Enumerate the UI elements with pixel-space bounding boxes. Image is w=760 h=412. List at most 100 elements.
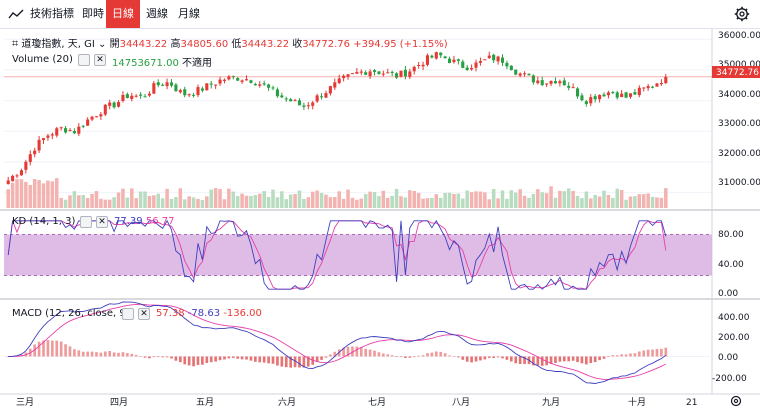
kd-tick: 40.00 bbox=[718, 260, 744, 270]
volume-bar bbox=[363, 194, 368, 208]
candle-body bbox=[125, 94, 129, 99]
gear-icon[interactable] bbox=[734, 6, 750, 22]
macd-histogram-bar bbox=[355, 346, 359, 357]
symbol-title[interactable]: 道瓊指數, 天, GI bbox=[21, 39, 95, 50]
macd-histogram-bar bbox=[483, 356, 487, 360]
candle-body bbox=[523, 73, 527, 75]
volume-bar bbox=[310, 191, 315, 208]
volume-bar bbox=[350, 197, 355, 208]
volume-bar bbox=[191, 197, 196, 208]
volume-bar bbox=[324, 194, 328, 208]
macd-histogram-bar bbox=[430, 352, 434, 357]
candle-body bbox=[253, 83, 257, 86]
tab-weekly[interactable]: 週線 bbox=[146, 7, 168, 20]
macd-histogram-bar bbox=[33, 344, 37, 357]
volume-bar bbox=[465, 190, 469, 208]
candle-body bbox=[553, 81, 558, 84]
chart-canvas[interactable]: 36000.00 35000.00 34000.00 33000.00 3200… bbox=[0, 28, 760, 412]
visibility-toggle[interactable] bbox=[80, 216, 92, 228]
volume-bar bbox=[461, 198, 465, 208]
volume-bar bbox=[641, 194, 646, 208]
candle-body bbox=[209, 83, 213, 85]
macd-histogram-bar bbox=[417, 355, 420, 357]
volume-bar bbox=[531, 193, 536, 208]
candle-body bbox=[337, 78, 341, 84]
macd-line bbox=[8, 301, 667, 384]
candle-body bbox=[505, 62, 509, 67]
volume-bar bbox=[399, 196, 403, 208]
volume-bar bbox=[130, 188, 134, 208]
candle-body bbox=[403, 69, 407, 77]
candle-body bbox=[540, 80, 544, 86]
volume-bar bbox=[633, 196, 637, 208]
remove-indicator-button[interactable]: ✕ bbox=[96, 216, 108, 228]
macd-axis[interactable]: 400.00 200.00 0.00 -200.00 bbox=[712, 313, 750, 384]
kd-values: 77.39 56.77 bbox=[114, 216, 174, 227]
macd-histogram-bar bbox=[655, 349, 659, 357]
macd-label[interactable]: MACD (12, 26, close, 9) bbox=[12, 308, 130, 319]
visibility-toggle[interactable] bbox=[78, 54, 90, 66]
macd-histogram-bar bbox=[64, 344, 67, 357]
time-axis[interactable]: 三月 四月 五月 六月 七月 八月 九月 十月 21 bbox=[16, 396, 697, 408]
macd-histogram-bar bbox=[95, 352, 98, 357]
volume-bar bbox=[589, 198, 593, 208]
candle-body bbox=[68, 130, 72, 132]
gear-icon[interactable] bbox=[730, 395, 742, 407]
volume-value: 14753671.00 bbox=[112, 58, 179, 69]
chevron-down-icon[interactable]: ⌄ bbox=[98, 39, 107, 50]
macd-histogram-bar bbox=[598, 356, 601, 361]
macd-histogram-bar bbox=[134, 354, 138, 357]
volume-bar bbox=[403, 197, 408, 208]
kd-axis[interactable]: 80.00 40.00 0.00 bbox=[718, 230, 744, 299]
tab-monthly[interactable]: 月線 bbox=[178, 7, 200, 20]
collapse-icon[interactable]: ⌗ bbox=[12, 37, 19, 50]
remove-indicator-button[interactable]: ✕ bbox=[94, 54, 106, 66]
candle-body bbox=[306, 105, 310, 107]
macd-histogram-bar bbox=[192, 356, 195, 367]
k-value: 77.39 bbox=[114, 216, 143, 227]
candle-body bbox=[311, 102, 315, 106]
macd-histogram-bar bbox=[108, 351, 112, 357]
macd-histogram-bar bbox=[205, 356, 209, 363]
candle-body bbox=[165, 82, 169, 87]
macd-legend: MACD (12, 26, close, 9) bbox=[12, 308, 130, 319]
volume-label[interactable]: Volume (20) bbox=[12, 54, 73, 65]
volume-bar bbox=[544, 193, 549, 208]
indicators-icon[interactable] bbox=[8, 8, 24, 20]
candle-body bbox=[6, 180, 10, 185]
macd-histogram-bar bbox=[492, 356, 495, 359]
tab-daily[interactable]: 日線 bbox=[106, 0, 140, 28]
d-line bbox=[7, 220, 667, 290]
volume-bar bbox=[408, 190, 412, 208]
macd-tick: 200.00 bbox=[718, 333, 750, 343]
candle-body bbox=[456, 59, 460, 61]
volume-bar bbox=[385, 197, 390, 208]
macd-histogram-bar bbox=[558, 356, 562, 362]
price-axis[interactable]: 36000.00 35000.00 34000.00 33000.00 3200… bbox=[718, 31, 760, 188]
macd-histogram-bar bbox=[324, 356, 328, 358]
macd-histogram-bar bbox=[165, 356, 169, 358]
candle-body bbox=[474, 62, 478, 68]
macd-histogram-bar bbox=[37, 341, 41, 357]
indicators-button[interactable]: 技術指標 bbox=[30, 7, 74, 20]
candle-body bbox=[399, 70, 403, 77]
remove-indicator-button[interactable]: ✕ bbox=[138, 308, 150, 320]
macd-histogram-bar bbox=[545, 356, 548, 366]
macd-histogram-bar bbox=[474, 356, 478, 362]
macd-histogram-bar bbox=[395, 356, 398, 358]
tab-realtime[interactable]: 即時 bbox=[82, 7, 104, 20]
volume-bar bbox=[438, 197, 443, 208]
visibility-toggle[interactable] bbox=[122, 308, 134, 320]
macd-histogram-bar bbox=[196, 356, 200, 365]
volume-bar bbox=[566, 188, 571, 208]
kd-label[interactable]: KD (14, 1, 3) bbox=[12, 216, 76, 227]
candle-body bbox=[500, 57, 505, 63]
macd-histogram-bar bbox=[90, 351, 94, 357]
macd-tick: 0.00 bbox=[718, 353, 738, 363]
candle-body bbox=[169, 82, 174, 86]
candle-body bbox=[487, 55, 491, 58]
macd-histogram-bar bbox=[187, 356, 191, 366]
candle-body bbox=[620, 93, 624, 98]
candle-body bbox=[575, 88, 580, 97]
volume-bar bbox=[222, 199, 227, 208]
